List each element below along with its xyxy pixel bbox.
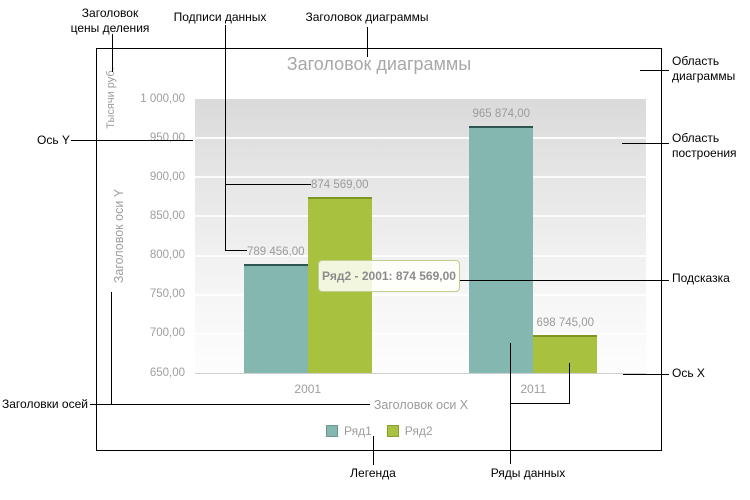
annotation-connector-line (569, 363, 570, 404)
gridline (195, 137, 646, 140)
legend-label-series1: Ряд1 (344, 424, 372, 438)
x-category-label: 2011 (520, 382, 547, 396)
y-tick-label: 900,00 (149, 170, 185, 183)
annotation-plot-area: Область построения (672, 131, 737, 160)
legend-item-series1[interactable]: Ряд1 (326, 424, 372, 438)
bar-Ряд1-2011[interactable] (469, 125, 534, 373)
x-category-label: 2001 (294, 382, 322, 396)
annotation-connector-line (367, 27, 368, 57)
annotation-chart-title: Заголовок диаграммы (305, 10, 429, 24)
annotation-connector-line (71, 140, 193, 141)
annotation-connector-line (112, 34, 113, 72)
annotation-connector-line (90, 404, 370, 405)
annotation-connector-line (622, 143, 669, 144)
y-tick-label: 650,00 (149, 366, 185, 379)
data-label-Ряд1-2001: 789 456,00 (246, 245, 305, 258)
y-tick-label: 1 000,00 (140, 92, 185, 105)
tooltip: Ряд2 - 2001: 874 569,00 (318, 260, 460, 292)
y-tick-label: 800,00 (149, 249, 185, 262)
y-tick-label: 700,00 (149, 327, 185, 340)
legend-swatch-series2 (386, 425, 399, 437)
annotation-connector-line (225, 184, 311, 185)
y-tick-label: 850,00 (149, 209, 185, 222)
gridline (195, 254, 646, 257)
annotation-tooltip: Подсказка (672, 271, 730, 285)
annotation-connector-line (225, 250, 247, 251)
plot-area: Ряд2 - 2001: 874 569,00 789 456,00 965 87… (195, 99, 646, 373)
gridline (195, 293, 646, 296)
annotation-y-axis: Ось Y (37, 133, 70, 147)
gridline (195, 332, 646, 335)
data-label-Ряд1-2011: 965 874,00 (472, 107, 531, 120)
y-tick-label: 950,00 (149, 131, 185, 144)
annotation-connector-line (460, 280, 669, 281)
y-axis-title: Заголовок оси Y (112, 188, 126, 284)
annotation-connector-line (225, 25, 226, 250)
data-label-Ряд2-2011: 698 745,00 (536, 316, 595, 329)
annotation-chart-area: Область диаграммы (672, 54, 736, 83)
annotation-scale-unit-title: Заголовок цены деления (70, 6, 150, 35)
bar-Ряд1-2001[interactable] (243, 263, 308, 373)
annotation-axis-titles: Заголовки осей (2, 397, 88, 411)
legend: Ряд1 Ряд2 (326, 424, 433, 438)
annotation-connector-line (640, 70, 669, 71)
gridline (195, 176, 646, 179)
legend-label-series2: Ряд2 (404, 424, 433, 438)
data-label-Ряд2-2001: 874 569,00 (310, 179, 369, 192)
annotation-connector-line (373, 436, 374, 465)
annotation-legend: Легенда (350, 466, 396, 480)
annotation-data-series: Ряды данных (490, 466, 566, 480)
legend-item-series2[interactable]: Ряд2 (386, 424, 433, 438)
annotation-x-axis: Ось X (672, 366, 705, 380)
gridline (195, 215, 646, 218)
tooltip-text: Ряд2 - 2001: 874 569,00 (322, 269, 456, 283)
x-axis-line (195, 373, 646, 374)
annotation-connector-line (623, 374, 669, 375)
annotation-connector-line (510, 403, 570, 404)
legend-swatch-series1 (326, 425, 338, 437)
annotation-data-labels: Подписи данных (173, 10, 267, 24)
chart-title: Заголовок диаграммы (286, 54, 472, 74)
annotation-connector-line (111, 292, 112, 405)
x-axis-title: Заголовок оси X (373, 398, 469, 412)
bar-Ряд2-2011[interactable] (533, 334, 598, 373)
y-tick-label: 750,00 (149, 288, 185, 301)
